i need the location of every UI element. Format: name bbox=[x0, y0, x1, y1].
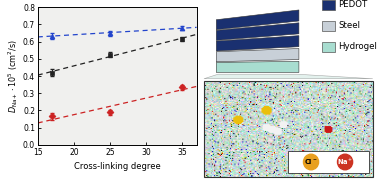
Text: Na$^+$: Na$^+$ bbox=[337, 157, 353, 167]
Circle shape bbox=[304, 154, 319, 170]
Text: PEDOT: PEDOT bbox=[338, 0, 368, 9]
Text: Steel: Steel bbox=[338, 21, 361, 30]
Bar bbox=[322, 42, 335, 52]
Text: Hydrogel: Hydrogel bbox=[338, 42, 377, 51]
Polygon shape bbox=[216, 49, 299, 62]
Polygon shape bbox=[216, 61, 299, 72]
Circle shape bbox=[338, 154, 353, 170]
Bar bbox=[288, 151, 369, 173]
Bar bbox=[204, 81, 373, 177]
Y-axis label: $D_{\mathrm{Na+}}\cdot10^5\ (\mathrm{cm}^2/\mathrm{s})$: $D_{\mathrm{Na+}}\cdot10^5\ (\mathrm{cm}… bbox=[6, 39, 20, 113]
Polygon shape bbox=[216, 36, 299, 51]
X-axis label: Cross-linking degree: Cross-linking degree bbox=[74, 162, 161, 171]
Polygon shape bbox=[216, 10, 299, 30]
Bar bbox=[322, 0, 335, 10]
Bar bbox=[322, 21, 335, 31]
Text: Cl$^-$: Cl$^-$ bbox=[304, 157, 318, 167]
Polygon shape bbox=[216, 23, 299, 40]
Polygon shape bbox=[204, 74, 373, 79]
